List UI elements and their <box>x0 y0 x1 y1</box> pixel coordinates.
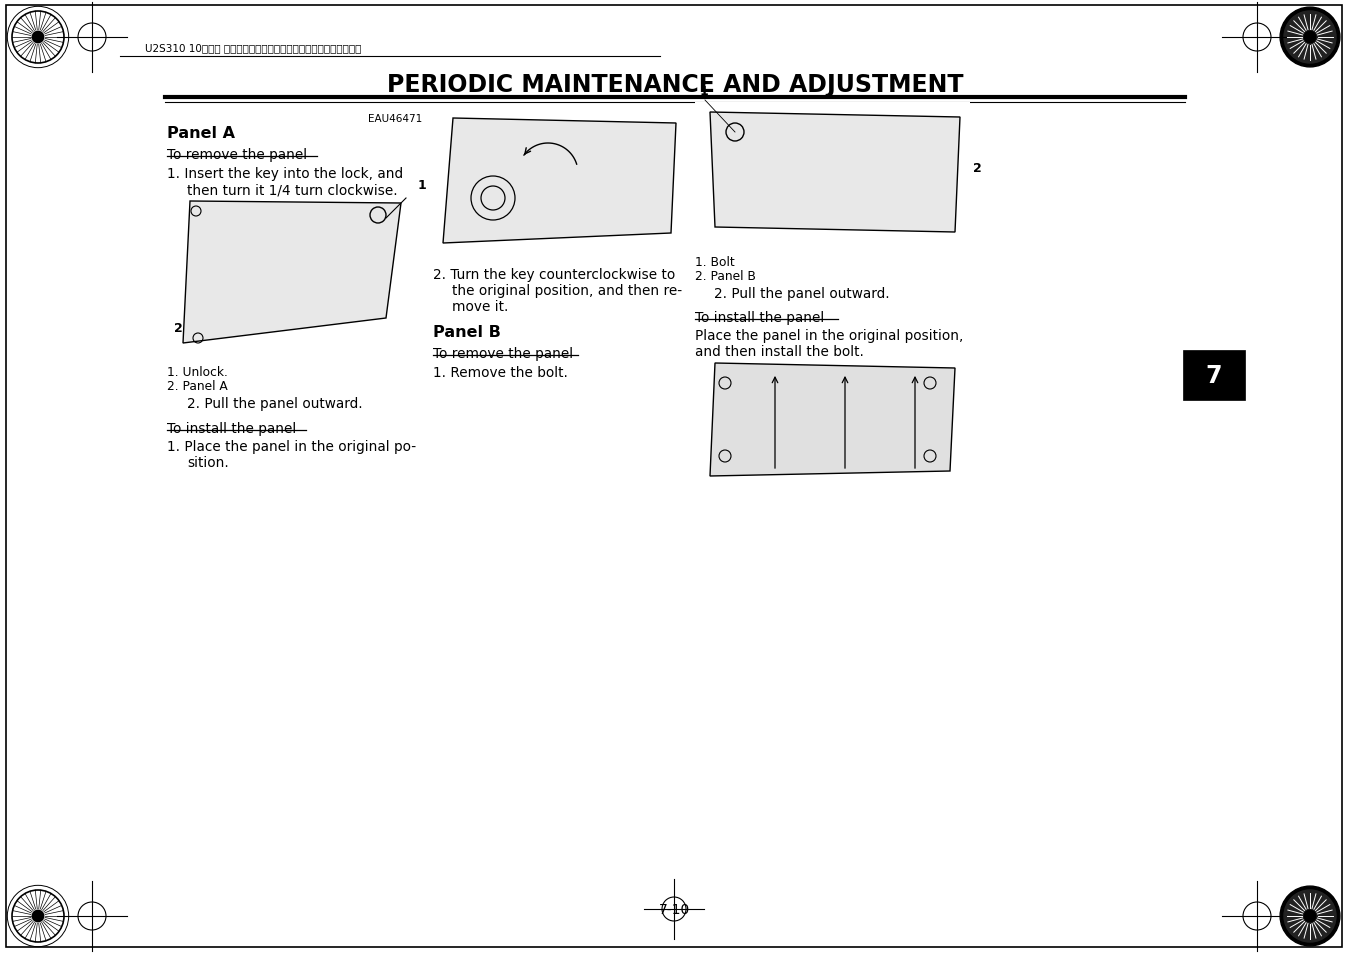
Circle shape <box>1281 886 1340 946</box>
Bar <box>696 354 965 492</box>
Bar <box>433 113 681 253</box>
Text: PERIODIC MAINTENANCE AND ADJUSTMENT: PERIODIC MAINTENANCE AND ADJUSTMENT <box>387 73 964 97</box>
PathPatch shape <box>710 112 960 233</box>
Text: Panel A: Panel A <box>167 126 235 141</box>
Text: 2. Panel A: 2. Panel A <box>167 379 228 393</box>
Text: Panel B: Panel B <box>433 325 501 339</box>
Text: U2S310 10ページ ２００８年８月３０日　土曜日　午後２時２３分: U2S310 10ページ ２００８年８月３０日 土曜日 午後２時２３分 <box>146 43 361 53</box>
Text: 1. Bolt: 1. Bolt <box>696 255 735 269</box>
Bar <box>168 193 417 358</box>
Text: To install the panel: To install the panel <box>696 311 824 325</box>
Circle shape <box>1305 32 1316 44</box>
Text: the original position, and then re-: the original position, and then re- <box>452 284 682 297</box>
Text: move it.: move it. <box>452 299 508 314</box>
Text: 1: 1 <box>700 85 709 98</box>
Text: 1. Remove the bolt.: 1. Remove the bolt. <box>433 366 568 379</box>
Circle shape <box>1285 12 1336 64</box>
Text: 1. Unlock.: 1. Unlock. <box>167 366 228 378</box>
Text: Place the panel in the original position,: Place the panel in the original position… <box>696 329 964 343</box>
Text: and then install the bolt.: and then install the bolt. <box>696 345 864 358</box>
Text: 7: 7 <box>1205 364 1223 388</box>
PathPatch shape <box>183 202 400 344</box>
PathPatch shape <box>710 364 954 476</box>
Text: 1. Place the panel in the original po-: 1. Place the panel in the original po- <box>167 439 417 454</box>
Text: 2. Pull the panel outward.: 2. Pull the panel outward. <box>714 287 890 301</box>
Bar <box>1184 351 1246 400</box>
Circle shape <box>1285 890 1336 942</box>
Circle shape <box>1305 910 1316 922</box>
Text: 2. Turn the key counterclockwise to: 2. Turn the key counterclockwise to <box>433 268 675 282</box>
Circle shape <box>32 910 43 922</box>
Text: To remove the panel: To remove the panel <box>167 148 307 162</box>
Text: 1. Insert the key into the lock, and: 1. Insert the key into the lock, and <box>167 167 403 181</box>
Text: To install the panel: To install the panel <box>167 421 297 436</box>
Text: sition.: sition. <box>187 456 229 470</box>
Text: 2: 2 <box>973 161 981 174</box>
Text: 2: 2 <box>174 322 182 335</box>
Circle shape <box>1281 8 1340 68</box>
Text: 2. Pull the panel outward.: 2. Pull the panel outward. <box>187 396 363 411</box>
Circle shape <box>32 32 43 44</box>
Text: 7-10: 7-10 <box>658 902 690 916</box>
Bar <box>696 103 971 248</box>
Text: EAU46471: EAU46471 <box>368 113 422 124</box>
PathPatch shape <box>443 119 675 244</box>
Text: then turn it 1/4 turn clockwise.: then turn it 1/4 turn clockwise. <box>187 183 398 196</box>
Text: To remove the panel: To remove the panel <box>433 347 573 360</box>
Text: 2. Panel B: 2. Panel B <box>696 270 756 283</box>
Text: 1: 1 <box>418 179 427 192</box>
